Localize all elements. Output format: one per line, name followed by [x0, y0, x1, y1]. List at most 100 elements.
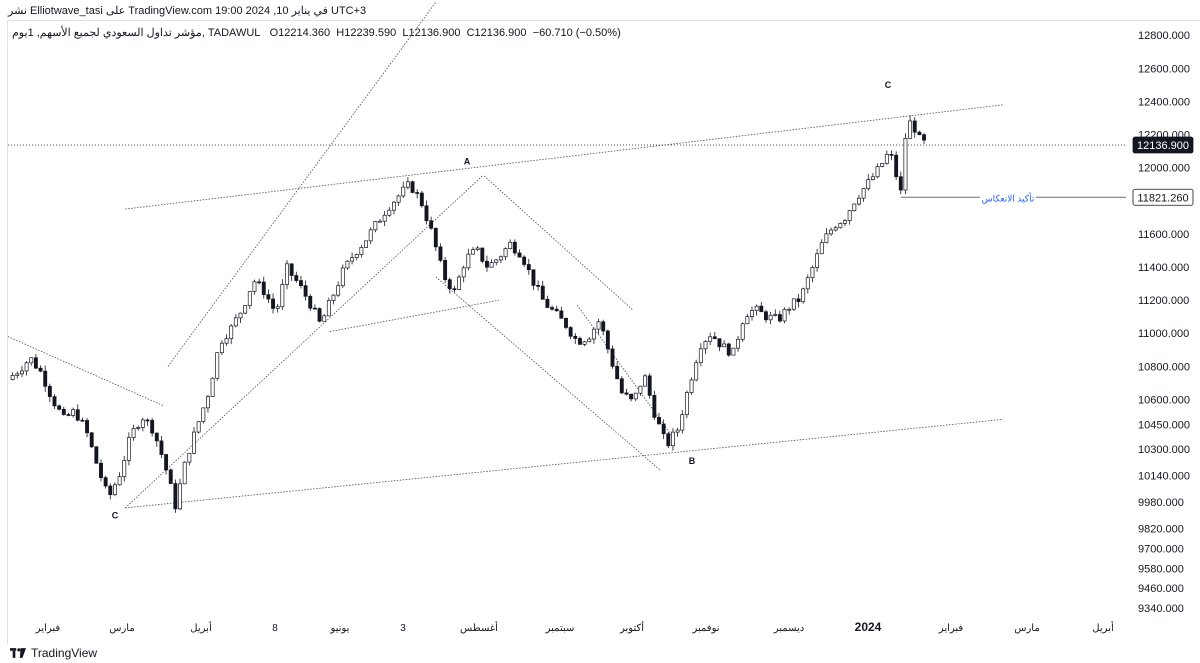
candle-body [80, 419, 85, 422]
candle-body [215, 352, 220, 379]
candle-body [47, 385, 52, 397]
candle-body [898, 176, 903, 191]
candle-body [317, 308, 322, 322]
trend-line [125, 104, 1004, 210]
candle-body [852, 203, 857, 212]
candle-body [666, 433, 671, 447]
candle-body [336, 285, 341, 296]
candle-body [745, 316, 750, 325]
candle-body [759, 305, 764, 313]
candle-body [884, 153, 889, 164]
x-tick-label: 3 [400, 623, 406, 634]
trend-line [167, 1, 437, 367]
candle-body [796, 298, 801, 303]
candle-body [382, 214, 387, 222]
price-chart[interactable]: C A B C تأكيد الانعكاس 12800.000 12600.000 124… [0, 0, 1200, 644]
y-tick-label: 9460.000 [1138, 583, 1184, 595]
candle-body [875, 166, 880, 178]
candle-body [829, 229, 834, 235]
candle-body [573, 335, 578, 339]
candle-body [773, 314, 778, 316]
wave-label: A [464, 156, 471, 166]
candle-body [326, 300, 331, 317]
candle-body [252, 281, 257, 292]
candle-body [187, 452, 192, 463]
candle-body [740, 323, 745, 340]
candle-body [684, 392, 689, 415]
y-tick-label: 9980.000 [1138, 497, 1184, 509]
candle-body [103, 477, 108, 487]
candle-body [498, 256, 503, 261]
candle-body [680, 414, 685, 431]
candle-body [354, 254, 359, 258]
chart-frame [7, 20, 1200, 644]
candle-body [126, 437, 131, 461]
x-tick-label: مارس [1014, 623, 1039, 634]
candle-body [331, 294, 336, 301]
x-tick-label: أبريل [190, 621, 212, 634]
candle-body [526, 264, 531, 271]
candle-body [10, 375, 15, 380]
candle-body [787, 308, 792, 311]
candle-body [210, 377, 215, 397]
y-tick-label: 12400.000 [1138, 96, 1190, 108]
trend-line [576, 304, 673, 437]
candle-body [889, 153, 894, 156]
candle-body [912, 120, 917, 133]
tradingview-logo[interactable]: TradingView [10, 646, 97, 660]
candle-body [140, 419, 145, 428]
candle-body [736, 338, 741, 349]
candle-body [703, 341, 708, 350]
candle-body [178, 483, 182, 510]
candle-body [833, 227, 838, 231]
candle-body [517, 252, 522, 258]
candle-body [847, 210, 852, 222]
candle-body [443, 260, 448, 281]
candle-body [768, 314, 773, 321]
candle-body [485, 260, 489, 268]
candle-body [289, 263, 294, 276]
candle-body [494, 259, 499, 263]
brand-name: TradingView [31, 646, 98, 660]
candle-body [819, 242, 824, 255]
candle-body [433, 227, 438, 248]
candle-body [805, 277, 810, 290]
candle-body [903, 138, 908, 191]
axis-price-label: 12136.900 [1137, 140, 1189, 152]
candle-body [657, 417, 661, 425]
candle-body [545, 298, 550, 308]
candle-body [238, 312, 243, 319]
annotation-background [980, 191, 1036, 204]
trend-line [483, 175, 634, 311]
ohlc-low: L12136.900 [402, 27, 461, 39]
candle-body [815, 253, 820, 268]
candle-body [908, 120, 913, 139]
candle-body [280, 284, 285, 308]
candle-body [150, 419, 155, 434]
candle-body [615, 365, 620, 380]
axis-price-tag [1132, 136, 1194, 154]
candle-body [689, 379, 694, 393]
candle-body [71, 409, 76, 416]
wave-label: C [112, 511, 119, 521]
candle-body [196, 421, 201, 433]
candle-body [503, 248, 508, 258]
candle-body [173, 483, 178, 510]
candle-body [605, 330, 610, 350]
candle-body [647, 375, 652, 396]
candle-body [61, 408, 66, 415]
candle-body [791, 298, 796, 310]
candle-body [359, 247, 364, 255]
ohlc-high: H12239.590 [336, 27, 397, 39]
candle-body [201, 407, 206, 422]
candle-body [224, 338, 229, 344]
x-tick-label: يونيو [330, 623, 350, 634]
candle-body [373, 221, 378, 231]
y-tick-label: 9700.000 [1138, 543, 1184, 555]
candle-body [247, 291, 252, 306]
reversal-annotation: تأكيد الانعكاس [982, 191, 1035, 204]
candle-body [531, 269, 536, 286]
candle-body [447, 279, 452, 290]
x-tick-label: فبراير [938, 623, 964, 634]
y-tick-label: 9340.000 [1138, 603, 1184, 615]
